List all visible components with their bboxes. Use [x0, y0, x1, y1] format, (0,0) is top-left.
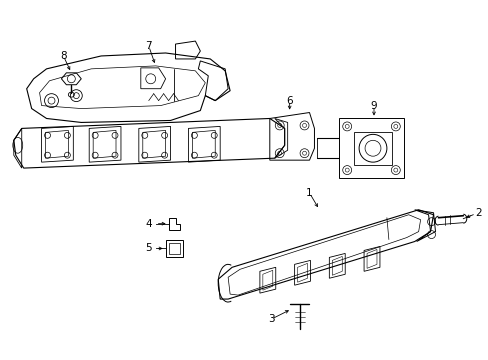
Bar	[165, 239, 183, 257]
Text: 9: 9	[370, 100, 377, 111]
Text: 8: 8	[60, 51, 66, 61]
Text: 7: 7	[145, 41, 152, 51]
Text: 5: 5	[145, 243, 152, 253]
Polygon shape	[27, 53, 230, 122]
Text: 3: 3	[268, 314, 275, 324]
Text: 6: 6	[286, 96, 292, 105]
Text: 1: 1	[305, 188, 312, 198]
Text: 2: 2	[474, 208, 481, 218]
Bar	[168, 243, 180, 255]
Polygon shape	[218, 210, 433, 299]
Text: 4: 4	[145, 219, 152, 229]
Polygon shape	[14, 118, 284, 168]
